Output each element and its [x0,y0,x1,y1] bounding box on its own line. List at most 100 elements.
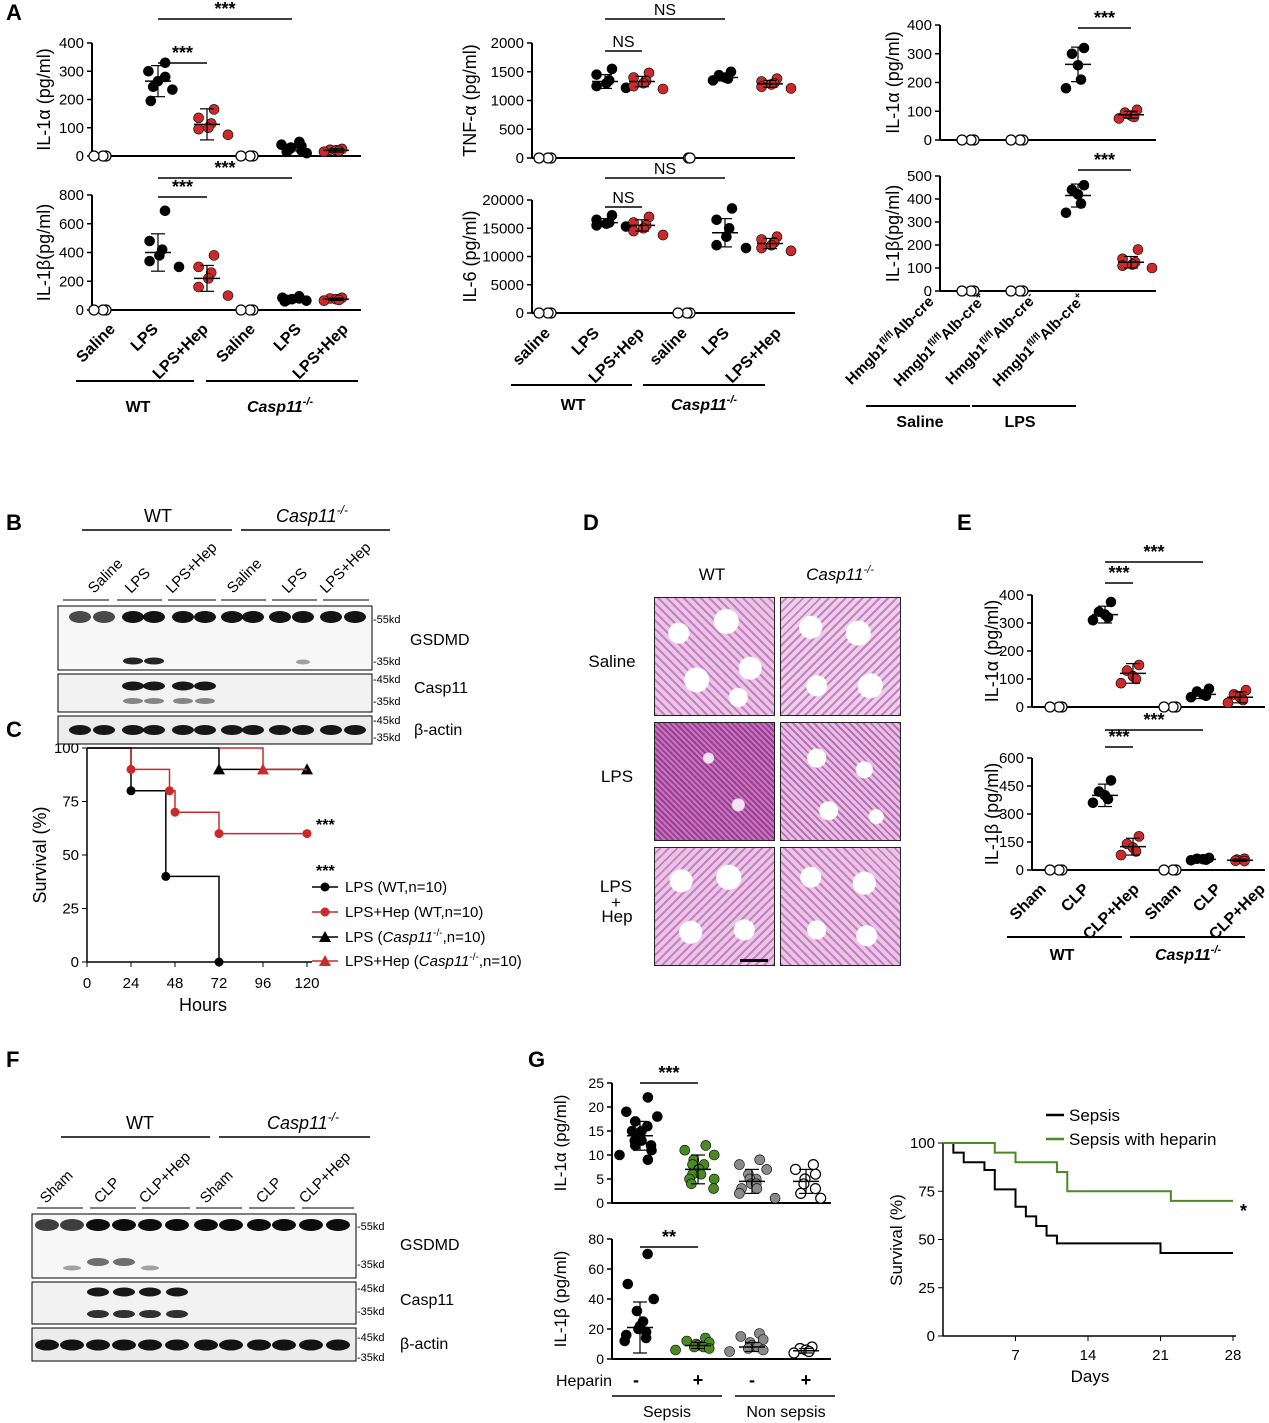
a-mid-cat-3: saline [647,325,691,369]
actin-band [242,725,264,735]
hmgb-cat-0: Hmgb1fl/flAlb-cre- [842,290,940,388]
significance-label: *** [214,0,235,19]
hmgb-sign: - [925,290,935,300]
histo-row-lpshep-b: + [611,893,621,912]
significance-label: *** [1094,8,1115,28]
data-point [1222,697,1234,709]
actin-band [112,1339,136,1351]
actin-band [165,1339,189,1351]
gsdmd-full-band [138,1219,162,1231]
data-point [761,1164,773,1175]
x-tick-label: 28 [1225,1347,1242,1364]
series-marker [165,786,174,796]
x-tick-label: 72 [211,975,228,992]
y-tick-label: 500 [907,168,932,185]
blot-f-actin: β-actin [400,1336,448,1353]
x-axis-label: Hours [179,995,227,1015]
data-point [144,255,155,267]
data-point [652,1111,663,1122]
data-point [1133,831,1145,842]
casp11-lower-band [144,698,164,704]
hmgb-gene: Hmgb1 [891,342,939,390]
y-tick-label: 0 [1016,699,1024,716]
actin-band [272,1339,296,1351]
casp11-band [87,1287,109,1297]
data-point [1005,285,1017,297]
a-mid-group-casp11: Casp11-/- [671,394,737,414]
chart-g-survival: 0 25 50 75 100 7 14 21 28 Days Survival (%) * Sepsis… [887,1106,1247,1386]
legend-italic: Casp11 [383,929,434,946]
x-tick-label: 96 [255,975,272,992]
series-marker [257,763,269,775]
blot-f-kd45b: -45kd [357,1332,385,1344]
data-point [642,1248,653,1260]
x-tick-label: 120 [294,975,319,992]
casp11-lower-band [87,1310,109,1318]
significance-label: NS [654,2,676,19]
hmgb-sign: - [1025,290,1035,300]
data-point [621,1106,632,1118]
casp11-sup: -/- [337,503,348,517]
blot-f-gsdmd: GSDMD [400,1237,460,1254]
data-point [956,285,968,297]
gsdmd-full-band [35,1219,59,1231]
y-tick-label: 0 [1016,862,1024,879]
legend-label: LPS+Hep (Casp11-/-,n=10) [345,952,522,970]
casp11-band [122,681,144,691]
casp11-name: Casp11 [1155,947,1211,964]
y-tick-label: 10 [588,1147,604,1163]
panel-label-f: F [6,1047,19,1072]
y-tick-label: 25 [588,1075,604,1091]
y-tick-label: 1500 [491,64,524,81]
data-point [769,1192,781,1204]
y-tick-label: 75 [918,1183,935,1200]
data-point [670,1344,681,1356]
casp11-band [139,1287,161,1297]
actin-band [138,1339,162,1351]
casp11-name: Casp11 [671,397,727,414]
y-tick-label: 500 [499,121,524,138]
e-cat-3: Sham [1142,881,1185,924]
data-point [640,1332,652,1344]
x-tick-label: 7 [1011,1347,1019,1364]
data-point [708,1183,719,1194]
data-point [724,1346,735,1357]
y-tick-label: 40 [588,1291,604,1307]
data-point [679,1144,691,1156]
y-tick-label: 1000 [491,93,524,110]
blot-b-lane-1: LPS [122,565,154,597]
actin-band [344,725,366,735]
blot-b-kd35: -35kd [373,656,401,668]
y-tick-label: 300 [59,63,84,80]
series-line [87,747,307,835]
blot-b-casp11: Casp11-/- [276,503,348,526]
hmgb-alb: Alb-cre [889,293,938,342]
histo-col-casp11: Casp11-/- [806,564,874,584]
series-marker [213,763,225,775]
blot-b-lane-0: Saline [85,555,127,597]
y-tick-label: 0 [596,1195,604,1211]
y-tick-label: 100 [910,1135,935,1152]
y-tick-label: 200 [999,643,1024,660]
series-line [943,1142,1233,1202]
data-point [318,146,330,158]
legend-label: LPS (Casp11-/-,n=10) [345,928,486,946]
histology-casp11-lps [780,722,901,841]
casp11-name: Casp11 [276,506,337,526]
data-point [145,95,157,107]
y-tick-label: 450 [999,778,1024,795]
histology-wt-saline [654,597,775,716]
x-tick-label: 24 [123,975,140,992]
data-point [1060,207,1072,219]
actin-band [326,1339,350,1351]
legend-marker [319,931,331,942]
significance-label: NS [612,190,634,207]
y-tick-label: 60 [588,1261,604,1277]
data-point [601,77,612,89]
data-point [235,304,247,316]
blot-f-lane-1: CLP [91,1174,124,1207]
y-tick-label: 75 [62,794,79,811]
significance-label: NS [612,34,634,51]
data-point [1066,48,1078,60]
